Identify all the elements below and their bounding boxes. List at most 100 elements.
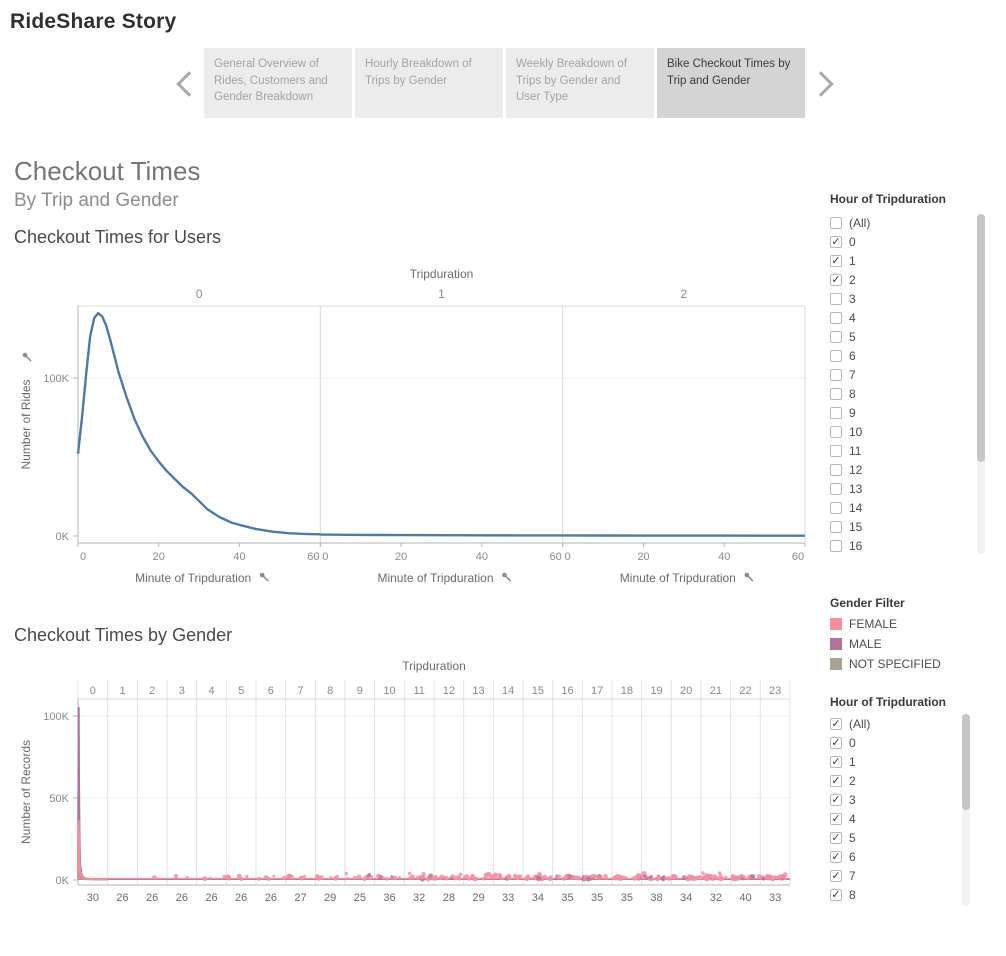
checkbox[interactable] <box>830 254 842 267</box>
hour-filter-checkbox-row[interactable]: 15 <box>830 517 972 536</box>
scatter-mark <box>603 873 608 879</box>
checkbox-label: 8 <box>849 386 856 401</box>
scatter-mark <box>777 874 782 880</box>
x-tick-label: 60 <box>307 551 319 563</box>
checkbox[interactable] <box>830 463 842 476</box>
hour-filter-1-scrollbar[interactable] <box>977 214 985 554</box>
story-tab[interactable]: Bike Checkout Times by Trip and Gender <box>657 48 805 118</box>
panel-header: 8 <box>327 685 333 697</box>
hour-filter-checkbox-row[interactable]: 8 <box>830 885 972 904</box>
chart1-svg[interactable]: Tripduration 0 1 2 0K 100K 0 20 40 60 Minute of Tr… <box>0 258 812 603</box>
checkbox[interactable] <box>830 755 842 768</box>
checkbox[interactable] <box>830 888 842 901</box>
hour-filter-checkbox-row[interactable]: 13 <box>830 479 972 498</box>
y-tick-label: 50K <box>49 793 69 805</box>
checkbox[interactable] <box>830 850 842 863</box>
checkbox[interactable] <box>830 349 842 362</box>
checkbox[interactable] <box>830 425 842 438</box>
next-story-point-icon[interactable] <box>810 61 838 105</box>
checkbox[interactable] <box>830 387 842 400</box>
hour-filter-checkbox-row[interactable]: 4 <box>830 308 972 327</box>
legend-item[interactable]: FEMALE <box>830 614 941 634</box>
legend-item[interactable]: NOT SPECIFIED <box>830 654 941 674</box>
hour-filter-checkbox-row[interactable]: (All) <box>830 213 972 232</box>
hour-filter-checkbox-row[interactable]: 7 <box>830 866 972 885</box>
panel-header: 13 <box>472 685 484 697</box>
bottom-label: 35 <box>621 892 633 904</box>
hour-filter-checkbox-row[interactable]: 3 <box>830 790 972 809</box>
hour-filter-2-title: Hour of Tripduration <box>830 695 946 709</box>
hour-filter-checkbox-row[interactable]: 12 <box>830 460 972 479</box>
hour-filter-checkbox-row[interactable]: 6 <box>830 346 972 365</box>
chart2-title: Checkout Times by Gender <box>14 625 233 645</box>
hour-filter-checkbox-row[interactable]: 9 <box>830 403 972 422</box>
scrollbar-thumb[interactable] <box>962 714 970 810</box>
checkbox[interactable] <box>830 520 842 533</box>
scatter-mark <box>463 875 467 879</box>
checkbox[interactable] <box>830 273 842 286</box>
checkbox[interactable] <box>830 235 842 248</box>
scrollbar-thumb[interactable] <box>977 214 985 462</box>
checkbox[interactable] <box>830 869 842 882</box>
panel-header: 22 <box>739 685 751 697</box>
scatter-mark <box>738 874 744 879</box>
hour-filter-checkbox-row[interactable]: 2 <box>830 270 972 289</box>
checkbox[interactable] <box>830 216 842 229</box>
hour-filter-checkbox-row[interactable]: 11 <box>830 441 972 460</box>
checkbox[interactable] <box>830 501 842 514</box>
prev-story-point-icon[interactable] <box>171 61 199 105</box>
hour-filter-checkbox-row[interactable]: 5 <box>830 327 972 346</box>
checkbox[interactable] <box>830 482 842 495</box>
panel-header: 21 <box>710 685 722 697</box>
hour-filter-checkbox-row[interactable]: 0 <box>830 232 972 251</box>
hour-filter-checkbox-row[interactable]: 8 <box>830 384 972 403</box>
bottom-label: 27 <box>294 892 306 904</box>
checkbox[interactable] <box>830 736 842 749</box>
checkbox[interactable] <box>830 406 842 419</box>
hour-filter-checkbox-row[interactable]: (All) <box>830 714 972 733</box>
hour-filter-checkbox-row[interactable]: 5 <box>830 828 972 847</box>
scatter-mark <box>302 874 307 878</box>
scatter-mark <box>554 877 558 881</box>
scatter-mark <box>329 875 333 880</box>
hour-filter-checkbox-row[interactable]: 1 <box>830 251 972 270</box>
hour-filter-checkbox-row[interactable]: 0 <box>830 733 972 752</box>
story-tab[interactable]: Hourly Breakdown of Trips by Gender <box>355 48 503 118</box>
gender-filter-title: Gender Filter <box>830 596 905 610</box>
checkbox[interactable] <box>830 774 842 787</box>
checkbox[interactable] <box>830 717 842 730</box>
checkbox[interactable] <box>830 330 842 343</box>
checkbox[interactable] <box>830 793 842 806</box>
hour-filter-checkbox-row[interactable]: 16 <box>830 536 972 555</box>
story-tab[interactable]: General Overview of Rides, Customers and… <box>204 48 352 118</box>
hour-filter-checkbox-row[interactable]: 3 <box>830 289 972 308</box>
hour-filter-checkbox-row[interactable]: 1 <box>830 752 972 771</box>
panel-header: 17 <box>591 685 603 697</box>
checkbox[interactable] <box>830 444 842 457</box>
scatter-mark <box>740 877 744 881</box>
bottom-label: 38 <box>650 892 662 904</box>
story-tab[interactable]: Weekly Breakdown of Trips by Gender and … <box>506 48 654 118</box>
bottom-label: 26 <box>176 892 188 904</box>
checkbox-label: 4 <box>849 310 856 325</box>
scatter-mark <box>481 876 486 881</box>
hour-filter-checkbox-row[interactable]: 2 <box>830 771 972 790</box>
hour-filter-checkbox-row[interactable]: 7 <box>830 365 972 384</box>
checkbox[interactable] <box>830 831 842 844</box>
checkbox-label: 15 <box>849 519 863 534</box>
hour-filter-checkbox-row[interactable]: 4 <box>830 809 972 828</box>
legend-item[interactable]: MALE <box>830 634 941 654</box>
hour-filter-checkbox-row[interactable]: 6 <box>830 847 972 866</box>
hour-filter-checkbox-row[interactable]: 10 <box>830 422 972 441</box>
bottom-label: 26 <box>146 892 158 904</box>
checkbox[interactable] <box>830 539 842 552</box>
hour-filter-2-scrollbar[interactable] <box>962 714 970 906</box>
hour-filter-checkbox-row[interactable]: 14 <box>830 498 972 517</box>
checkbox[interactable] <box>830 812 842 825</box>
scatter-mark <box>730 874 735 879</box>
checkbox[interactable] <box>830 368 842 381</box>
scatter-mark <box>467 876 472 881</box>
checkbox[interactable] <box>830 292 842 305</box>
checkbox[interactable] <box>830 311 842 324</box>
